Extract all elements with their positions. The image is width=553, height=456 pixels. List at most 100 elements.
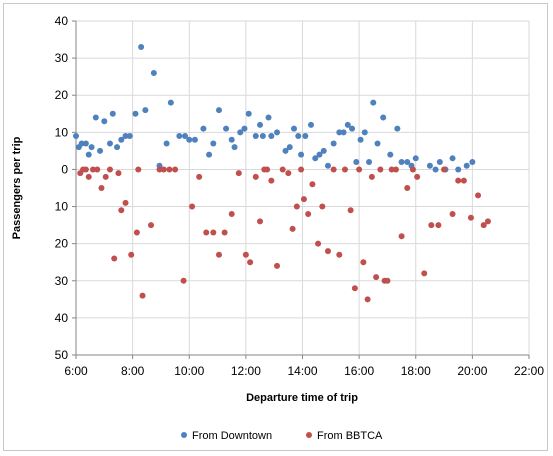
data-point-downtown	[231, 144, 238, 151]
data-point-bbtca	[139, 292, 146, 299]
data-point-downtown	[340, 129, 347, 136]
data-point-bbtca	[279, 166, 286, 173]
data-point-bbtca	[341, 166, 348, 173]
data-point-downtown	[307, 121, 314, 128]
data-point-bbtca	[274, 262, 281, 269]
data-point-downtown	[118, 136, 125, 143]
x-tick-label: 16:00	[344, 364, 374, 378]
data-point-bbtca	[467, 214, 474, 221]
data-point-downtown	[357, 136, 364, 143]
data-point-bbtca	[421, 270, 428, 277]
data-point-bbtca	[148, 222, 155, 229]
x-tick-label: 8:00	[121, 364, 145, 378]
data-point-downtown	[455, 166, 462, 173]
data-point-bbtca	[111, 255, 118, 262]
data-point-bbtca	[300, 196, 307, 203]
data-point-bbtca	[115, 170, 122, 177]
data-point-bbtca	[257, 218, 264, 225]
data-point-bbtca	[203, 229, 210, 236]
data-point-bbtca	[94, 166, 101, 173]
data-point-bbtca	[228, 210, 235, 217]
x-tick-label: 14:00	[287, 364, 317, 378]
data-point-bbtca	[315, 240, 322, 247]
data-point-bbtca	[460, 177, 467, 184]
data-point-downtown	[191, 136, 198, 143]
data-point-bbtca	[247, 259, 254, 266]
data-point-downtown	[353, 159, 360, 166]
y-tick-label: 50	[55, 348, 69, 362]
y-axis-title: Passengers per trip	[11, 136, 23, 239]
data-point-bbtca	[156, 166, 163, 173]
data-point-bbtca	[398, 233, 405, 240]
data-point-downtown	[176, 133, 183, 140]
data-point-bbtca	[180, 277, 187, 284]
data-point-downtown	[316, 151, 323, 158]
data-point-downtown	[370, 99, 377, 106]
data-point-bbtca	[235, 170, 242, 177]
data-point-downtown	[92, 114, 99, 121]
data-point-downtown	[228, 136, 235, 143]
legend-label-bbtca: From BBTCA	[317, 430, 383, 442]
data-point-downtown	[298, 151, 305, 158]
x-tick-label: 20:00	[457, 364, 487, 378]
legend-label-downtown: From Downtown	[192, 430, 272, 442]
data-point-downtown	[138, 43, 145, 50]
data-point-downtown	[150, 69, 157, 76]
data-point-bbtca	[409, 166, 416, 173]
data-point-bbtca	[388, 166, 395, 173]
data-point-downtown	[237, 129, 244, 136]
data-point-bbtca	[135, 166, 142, 173]
data-point-downtown	[449, 155, 456, 162]
data-point-downtown	[274, 129, 281, 136]
x-tick-label: 10:00	[174, 364, 204, 378]
data-point-downtown	[88, 144, 95, 151]
data-point-bbtca	[118, 207, 125, 214]
data-point-bbtca	[298, 166, 305, 173]
y-tick-label: 10	[55, 125, 69, 139]
data-point-downtown	[215, 107, 222, 114]
data-point-downtown	[122, 133, 129, 140]
y-tick-label: 40	[55, 311, 69, 325]
axes	[72, 20, 530, 359]
data-point-downtown	[252, 133, 259, 140]
data-point-bbtca	[85, 173, 92, 180]
data-point-bbtca	[264, 166, 271, 173]
data-point-downtown	[282, 147, 289, 154]
data-point-downtown	[132, 110, 139, 117]
data-point-downtown	[142, 107, 149, 114]
data-point-bbtca	[351, 285, 358, 292]
x-tick-label: 12:00	[231, 364, 261, 378]
data-point-downtown	[210, 140, 217, 147]
data-point-bbtca	[449, 210, 456, 217]
data-point-downtown	[286, 144, 293, 151]
y-tick-labels: 40 30 20 10 0 10 20 30 40 50	[55, 14, 69, 362]
data-point-bbtca	[384, 277, 391, 284]
data-point-bbtca	[336, 251, 343, 258]
grid-lines	[76, 20, 530, 356]
data-point-downtown	[463, 162, 470, 169]
data-point-downtown	[436, 159, 443, 166]
data-point-downtown	[324, 162, 331, 169]
data-point-downtown	[223, 125, 230, 132]
data-point-bbtca	[435, 222, 442, 229]
data-point-downtown	[85, 151, 92, 158]
data-point-downtown	[259, 133, 266, 140]
data-point-bbtca	[133, 229, 140, 236]
data-point-downtown	[380, 114, 387, 121]
data-point-bbtca	[330, 166, 337, 173]
data-point-downtown	[366, 159, 373, 166]
data-point-bbtca	[189, 203, 196, 210]
data-point-bbtca	[268, 177, 275, 184]
data-point-downtown	[97, 147, 104, 154]
y-tick-label: 30	[55, 274, 69, 288]
data-point-downtown	[167, 99, 174, 106]
data-point-downtown	[257, 121, 264, 128]
data-point-bbtca	[285, 170, 292, 177]
data-point-downtown	[432, 166, 439, 173]
data-point-bbtca	[377, 166, 384, 173]
data-point-bbtca	[252, 173, 259, 180]
legend-marker-downtown	[181, 432, 187, 438]
data-point-downtown	[186, 136, 193, 143]
data-point-bbtca	[480, 222, 487, 229]
